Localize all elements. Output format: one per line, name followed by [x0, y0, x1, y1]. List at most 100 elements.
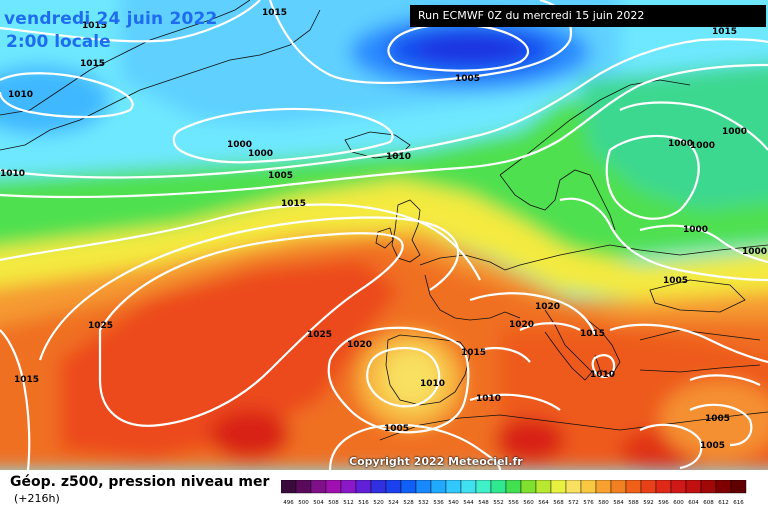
isobar-label: 1020	[509, 320, 534, 330]
isobar-label: 1000	[742, 247, 767, 257]
color-scale-label: 516	[358, 500, 369, 506]
color-scale-swatch	[595, 480, 612, 494]
isobar-label: 1005	[384, 424, 409, 434]
color-scale-label: 548	[478, 500, 489, 506]
color-scale-label: 600	[673, 500, 684, 506]
color-scale-swatch	[445, 480, 462, 494]
geopotential-shading	[0, 0, 768, 470]
color-scale-label: 596	[658, 500, 669, 506]
color-scale-label: 588	[628, 500, 639, 506]
color-scale-label: 604	[688, 500, 699, 506]
isobar-label: 1015	[14, 375, 39, 385]
color-scale-swatch	[310, 480, 327, 494]
product-title: Géop. z500, pression niveau mer	[10, 474, 270, 490]
color-scale-swatch	[281, 480, 297, 494]
isobar-label: 1010	[476, 394, 501, 404]
isobar-label: 1010	[590, 370, 615, 380]
copyright: Copyright 2022 Meteociel.fr	[349, 455, 523, 468]
isobar-label: 1015	[580, 329, 605, 339]
color-scale-swatch	[685, 480, 702, 494]
color-scale-swatch	[535, 480, 552, 494]
forecast-local-time: 2:00 locale	[6, 32, 111, 52]
isobar-label: 1005	[700, 441, 725, 451]
lead-time: (+216h)	[14, 492, 60, 505]
color-scale-label: 576	[583, 500, 594, 506]
color-scale-swatch	[580, 480, 597, 494]
isobar-label: 1015	[262, 8, 287, 18]
color-scale-swatch	[385, 480, 402, 494]
isobar-label: 1025	[307, 330, 332, 340]
color-scale-label: 536	[433, 500, 444, 506]
color-scale-label: 560	[523, 500, 534, 506]
color-scale-swatch	[460, 480, 477, 494]
color-scale-label: 580	[598, 500, 609, 506]
color-scale-label: 552	[493, 500, 504, 506]
color-scale-swatch	[415, 480, 432, 494]
isobar-label: 1010	[386, 152, 411, 162]
color-scale-swatch	[625, 480, 642, 494]
color-scale-label: 504	[313, 500, 324, 506]
color-scale-swatch	[430, 480, 447, 494]
color-scale-label: 564	[538, 500, 549, 506]
color-scale-label: 592	[643, 500, 654, 506]
color-scale-label: 556	[508, 500, 519, 506]
color-scale-label: 608	[703, 500, 714, 506]
color-scale-swatch	[370, 480, 387, 494]
isobar-label: 1020	[347, 340, 372, 350]
color-scale-swatch	[475, 480, 492, 494]
color-scale-swatch	[565, 480, 582, 494]
color-scale-swatch	[490, 480, 507, 494]
color-scale-label: 612	[718, 500, 729, 506]
isobar-label: 1015	[82, 21, 107, 31]
color-scale-label: 572	[568, 500, 579, 506]
color-scale-swatch	[700, 480, 717, 494]
isobar-labels: 1015 1015 1015 1010 1005 1015 1000 1000 …	[0, 8, 767, 451]
isobar-label: 1010	[420, 379, 445, 389]
color-scale-label: 512	[343, 500, 354, 506]
color-scale-swatch	[715, 480, 732, 494]
isobar-label: 1015	[461, 348, 486, 358]
color-scale-label: 568	[553, 500, 564, 506]
color-scale-label: 540	[448, 500, 459, 506]
isobar-label: 1015	[80, 59, 105, 69]
color-scale: 496 500 504 508 512 516 520 524 528 532 536 540 544 5…	[281, 480, 747, 506]
color-scale-label: 544	[463, 500, 474, 506]
color-scale-swatch	[670, 480, 687, 494]
isobar-label: 1000	[668, 139, 693, 149]
forecast-date: vendredi 24 juin 2022	[4, 9, 218, 29]
isobars	[0, 0, 768, 470]
color-scale-swatch	[355, 480, 372, 494]
color-scale-swatch	[295, 480, 312, 494]
isobar-label: 1020	[535, 302, 560, 312]
color-scale-swatch	[655, 480, 672, 494]
isobar-label: 1025	[88, 321, 113, 331]
isobar-label: 1015	[712, 27, 737, 37]
isobar-label: 1005	[705, 414, 730, 424]
color-scale-label: 496	[283, 500, 294, 506]
isobar-label: 1000	[690, 141, 715, 151]
color-scale-label: 508	[328, 500, 339, 506]
color-scale-swatch	[550, 480, 567, 494]
color-scale-swatch	[520, 480, 537, 494]
isobar-label: 1000	[722, 127, 747, 137]
isobar-label: 1000	[248, 149, 273, 159]
color-scale-label: 528	[403, 500, 414, 506]
isobar-label: 1005	[455, 74, 480, 84]
color-scale-label: 584	[613, 500, 624, 506]
isobar-label: 1000	[683, 225, 708, 235]
color-scale-swatch	[610, 480, 627, 494]
coastlines	[0, 0, 768, 441]
isobar-label: 1005	[268, 171, 293, 181]
color-scale-swatch	[640, 480, 657, 494]
isobar-label: 1005	[663, 276, 688, 286]
isobar-label: 1010	[8, 90, 33, 100]
color-scale-swatch	[730, 480, 747, 494]
weather-map: 1015 1015 1015 1010 1005 1015 1000 1000 …	[0, 0, 768, 470]
color-scale-label: 520	[373, 500, 384, 506]
color-scale-swatch	[340, 480, 357, 494]
legend-footer: Géop. z500, pression niveau mer (+216h) …	[0, 470, 768, 512]
color-scale-swatch	[505, 480, 522, 494]
color-scale-label: 524	[388, 500, 399, 506]
color-scale-swatch	[325, 480, 342, 494]
isobar-label: 1000	[227, 140, 252, 150]
